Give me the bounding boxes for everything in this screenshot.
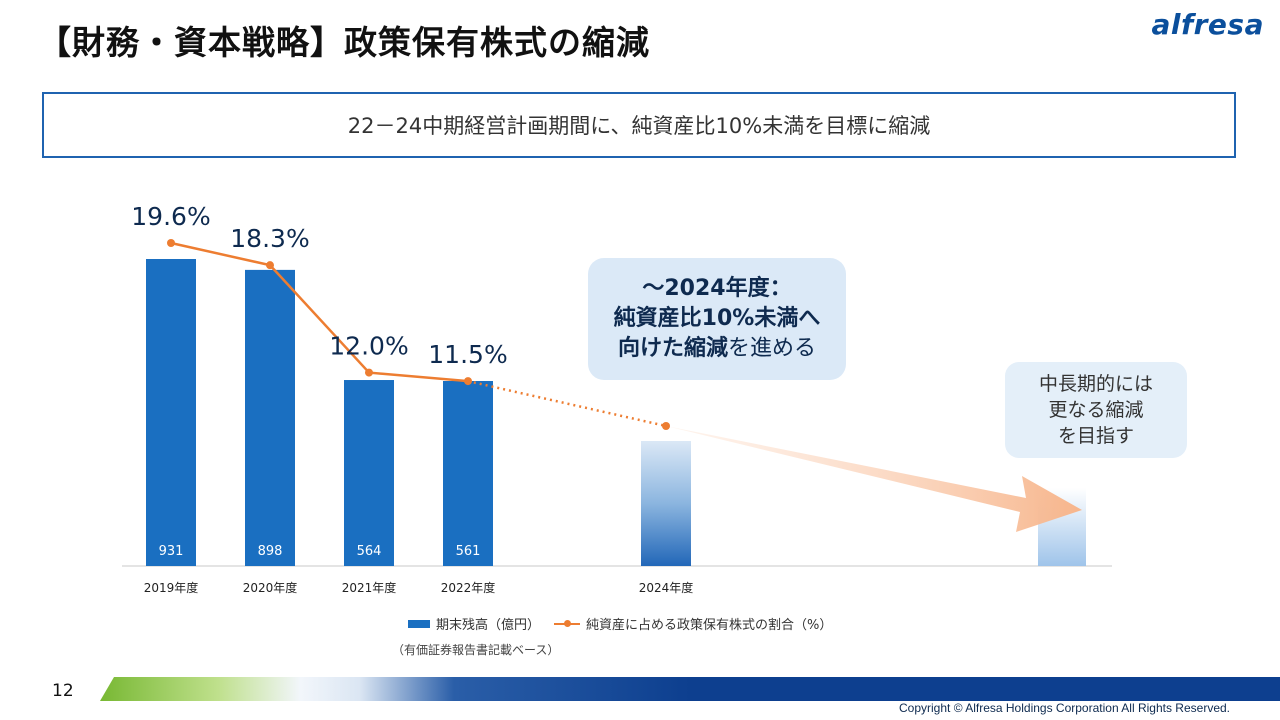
callout-line-3: 向けた縮減を進める [618, 334, 816, 364]
copyright: Copyright © Alfresa Holdings Corporation… [899, 701, 1230, 715]
target-banner: 22－24中期経営計画期間に、純資産比10%未満を目標に縮減 [42, 92, 1236, 158]
x-tick-label-3: 2022年度 [441, 580, 496, 595]
long-term-line-2: 更なる縮減 [1048, 399, 1144, 421]
bar-value-label-0: 931 [159, 544, 184, 559]
ratio-label-3: 11.5% [428, 340, 507, 369]
slide-title: 【財務・資本戦略】政策保有株式の縮減 [38, 23, 650, 62]
legend-bar-label: 期末残高（億円） [436, 618, 541, 633]
bar-value-label-1: 898 [258, 544, 283, 559]
ratio-point-2024 [662, 422, 670, 430]
ratio-point-3 [464, 377, 472, 386]
chart-legend: 期末残高（億円） 純資産に占める政策保有株式の割合（%） [408, 614, 832, 633]
trend-arrow [666, 426, 1082, 532]
ratio-label-2: 12.0% [329, 332, 408, 361]
x-tick-label-1: 2020年度 [243, 580, 298, 595]
long-term-line-3: を目指す [1057, 425, 1134, 447]
x-tick-label-2: 2021年度 [342, 580, 397, 595]
bar-value-label-3: 561 [456, 544, 481, 559]
ratio-line [170, 241, 469, 383]
alfresa-logo: alfresa [1151, 8, 1264, 41]
bar-2 [344, 380, 394, 566]
footer-bar [100, 677, 1280, 701]
bar-0 [146, 259, 196, 566]
ratio-point-1 [266, 261, 274, 270]
bar-target-2024 [641, 441, 691, 566]
callout-line-1: ～2024年度： [642, 276, 792, 301]
bar-3 [443, 381, 493, 566]
x-tick-label-4: 2024年度 [639, 580, 694, 595]
ratio-projection-line [467, 379, 667, 428]
ratio-point-2 [365, 368, 373, 377]
page-number: 12 [52, 681, 74, 701]
ratio-point-0 [167, 239, 175, 247]
ratio-label-1: 18.3% [230, 224, 309, 253]
x-tick-label-0: 2019年度 [144, 580, 199, 595]
callout-line-2: 純資産比10%未満へ [613, 306, 821, 331]
target-callout: ～2024年度： 純資産比10%未満へ 向けた縮減を進める [588, 258, 846, 380]
long-term-line-1: 中長期的には [1038, 373, 1153, 395]
callout-line-3-rest: を進める [728, 336, 817, 361]
long-term-callout: 中長期的には 更なる縮減 を目指す [1005, 362, 1187, 458]
bar-value-label-2: 564 [357, 544, 382, 559]
ratio-label-0: 19.6% [131, 202, 210, 231]
callout-line-3-bold: 向けた縮減 [617, 336, 728, 361]
legend-line-label: 純資産に占める政策保有株式の割合（%） [586, 618, 833, 633]
bar-1 [245, 269, 295, 566]
legend-bar-swatch [408, 619, 430, 628]
source-note: （有価証券報告書記載ベース） [392, 643, 560, 657]
legend-line-swatch [554, 619, 581, 627]
